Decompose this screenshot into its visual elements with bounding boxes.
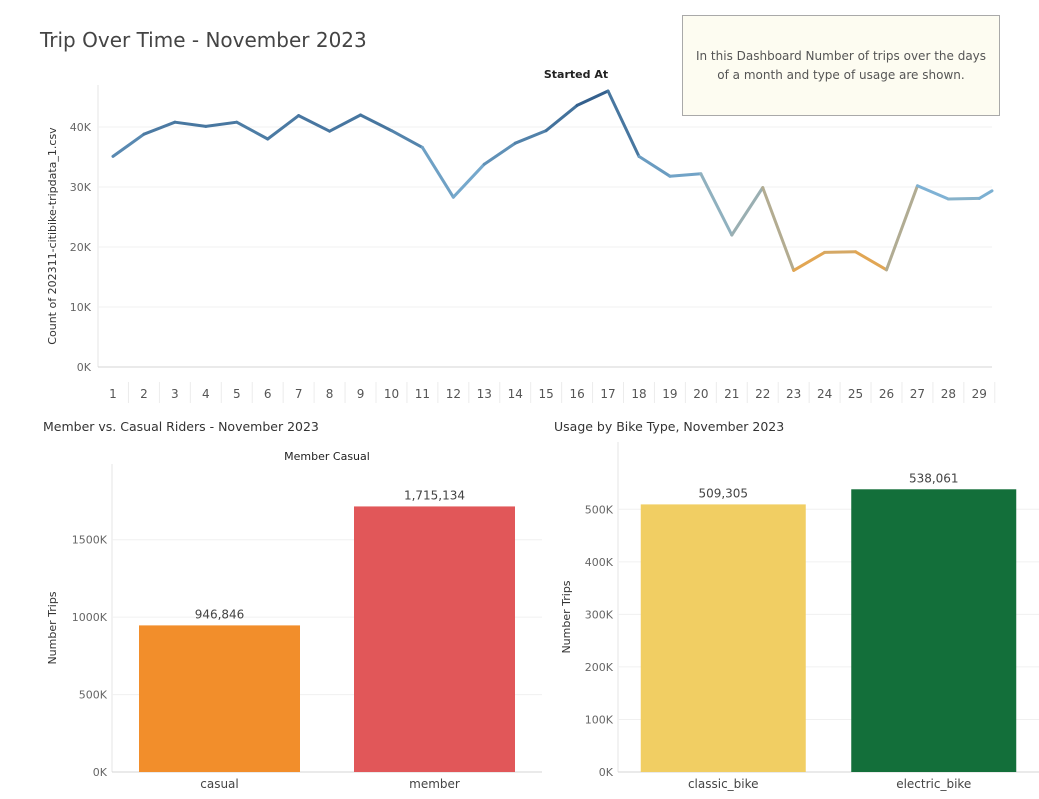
line-series-segment — [297, 114, 332, 133]
line-chart-x-tick-label: 10 — [384, 387, 399, 401]
line-series-segment — [915, 184, 950, 201]
line-chart-x-tick-label: 18 — [631, 387, 646, 401]
member-casual-bar-member — [354, 506, 515, 772]
member-casual-value-label: 1,715,134 — [404, 488, 465, 502]
line-series-segment — [977, 189, 994, 200]
line-series-segment — [823, 250, 858, 254]
line-chart-x-tick-label: 28 — [941, 387, 956, 401]
line-chart-x-tick-label: 27 — [910, 387, 925, 401]
line-series-segment — [946, 196, 981, 201]
line-chart-x-tick-label: 20 — [693, 387, 708, 401]
line-chart-x-tick-label: 4 — [202, 387, 210, 401]
line-series-segment — [606, 89, 641, 158]
line-series-segment — [482, 141, 517, 166]
bike-type-bar-classic_bike — [640, 504, 806, 772]
member-casual-y-tick-label: 0K — [93, 766, 108, 779]
line-chart-x-tick-label: 21 — [724, 387, 739, 401]
line-chart-y-tick-label: 30K — [70, 181, 92, 194]
member-casual-title: Member Casual — [284, 450, 370, 463]
line-series-segment — [142, 120, 177, 136]
line-series-segment — [792, 250, 827, 272]
bike-type-y-tick-label: 400K — [585, 556, 614, 569]
line-chart-x-tick-label: 3 — [171, 387, 179, 401]
line-series-segment — [328, 113, 363, 133]
member-casual-bar-casual — [139, 625, 300, 772]
bike-type-value-label: 509,305 — [698, 486, 748, 500]
line-chart-x-tick-label: 6 — [264, 387, 272, 401]
dashboard-note: In this Dashboard Number of trips over t… — [682, 15, 1000, 116]
line-chart-x-tick-label: 12 — [446, 387, 461, 401]
line-series-segment — [451, 162, 486, 199]
bike-type-category-label: electric_bike — [896, 777, 971, 791]
bike-type-panel-title: Usage by Bike Type, November 2023 — [554, 419, 785, 434]
line-series-segment — [885, 184, 919, 272]
line-chart-x-tick-label: 17 — [600, 387, 615, 401]
member-casual-y-tick-label: 500K — [79, 689, 108, 702]
line-chart-y-axis-title: Count of 202311-citibike-tripdata_1.csv — [46, 127, 59, 345]
line-series-segment — [389, 129, 424, 149]
line-chart-x-tick-label: 13 — [477, 387, 492, 401]
bike-type-bar-electric_bike — [851, 489, 1017, 772]
line-chart-y-tick-label: 20K — [70, 241, 92, 254]
line-chart-x-tick-label: 5 — [233, 387, 241, 401]
line-chart-y-tick-label: 0K — [77, 361, 92, 374]
line-series-segment — [513, 129, 548, 145]
line-series-segment — [173, 120, 208, 128]
line-chart-x-tick-label: 14 — [508, 387, 523, 401]
line-series-segment — [668, 172, 703, 178]
line-chart-x-tick-label: 19 — [662, 387, 677, 401]
line-series-segment — [420, 145, 455, 199]
line-series-segment — [637, 154, 672, 178]
line-series-segment — [761, 186, 796, 272]
line-chart-x-tick-label: 2 — [140, 387, 148, 401]
line-chart-x-tick-label: 1 — [109, 387, 117, 401]
member-casual-category-label: casual — [200, 777, 239, 791]
line-series-segment — [266, 114, 301, 141]
line-chart-x-tick-label: 15 — [539, 387, 554, 401]
line-series-segment — [575, 89, 610, 107]
dashboard-title: Trip Over Time - November 2023 — [40, 28, 367, 52]
bike-type-y-tick-label: 200K — [585, 661, 614, 674]
line-chart-x-tick-label: 11 — [415, 387, 430, 401]
line-series-segment — [204, 120, 239, 128]
bike-type-y-tick-label: 500K — [585, 503, 614, 516]
line-chart-y-tick-label: 40K — [70, 121, 92, 134]
line-chart-x-tick-label: 25 — [848, 387, 863, 401]
line-chart-x-tick-label: 26 — [879, 387, 894, 401]
member-casual-category-label: member — [409, 777, 460, 791]
member-casual-y-axis-title: Number Trips — [46, 591, 59, 664]
bike-type-y-tick-label: 300K — [585, 608, 614, 621]
line-chart-x-tick-label: 16 — [569, 387, 584, 401]
line-chart-x-tick-label: 22 — [755, 387, 770, 401]
line-series-segment — [111, 132, 146, 158]
line-series-segment — [730, 186, 765, 237]
line-chart-x-tick-label: 8 — [326, 387, 334, 401]
member-casual-panel-title: Member vs. Casual Riders - November 2023 — [43, 419, 319, 434]
member-casual-y-tick-label: 1500K — [72, 534, 108, 547]
bike-type-y-tick-label: 100K — [585, 713, 614, 726]
member-casual-value-label: 946,846 — [195, 607, 245, 621]
bike-type-value-label: 538,061 — [909, 471, 959, 485]
line-chart-x-tick-label: 29 — [972, 387, 987, 401]
bike-type-category-label: classic_bike — [688, 777, 759, 791]
dashboard-note-text: In this Dashboard Number of trips over t… — [695, 48, 987, 82]
line-chart-x-tick-label: 7 — [295, 387, 303, 401]
line-series-segment — [854, 250, 888, 272]
member-casual-y-tick-label: 1000K — [72, 611, 108, 624]
line-chart-y-tick-label: 10K — [70, 301, 92, 314]
line-chart-x-tick-label: 23 — [786, 387, 801, 401]
line-series-segment — [544, 103, 579, 133]
line-series-segment — [235, 120, 270, 141]
line-chart-x-tick-label: 24 — [817, 387, 832, 401]
bike-type-y-tick-label: 0K — [599, 766, 614, 779]
line-series-segment — [359, 113, 393, 133]
bike-type-y-axis-title: Number Trips — [560, 580, 573, 653]
line-chart-title: Started At — [544, 68, 608, 81]
line-chart-x-tick-label: 9 — [357, 387, 365, 401]
line-series-segment — [699, 172, 734, 237]
